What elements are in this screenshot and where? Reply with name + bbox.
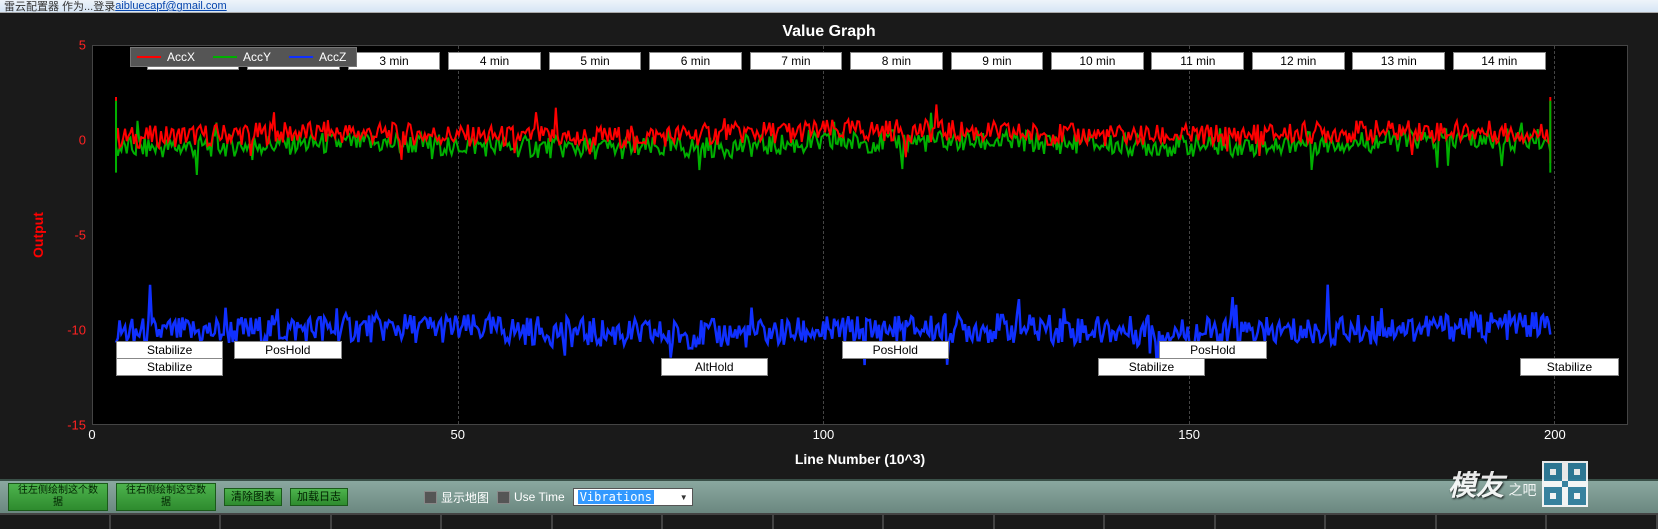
status-strip: [0, 513, 1658, 529]
legend-item[interactable]: AccY: [213, 50, 271, 64]
mode-marker: PosHold: [842, 341, 949, 359]
time-marker: 10 min: [1051, 52, 1144, 70]
x-tick: 150: [1178, 427, 1200, 442]
legend-item[interactable]: AccZ: [289, 50, 346, 64]
status-segment: [663, 515, 774, 529]
show-map-checkbox-wrap[interactable]: 显示地图: [424, 489, 489, 506]
status-segment: [332, 515, 443, 529]
use-time-checkbox[interactable]: [497, 491, 510, 504]
mode-marker: Stabilize: [116, 341, 223, 359]
legend-label: AccX: [167, 50, 195, 64]
mode-marker: Stabilize: [1098, 358, 1205, 376]
status-segment: [442, 515, 553, 529]
bottom-toolbar: 往左侧绘制这个数据往右侧绘制这空数据清除图表加载日志 显示地图 Use Time Vi…: [0, 479, 1658, 513]
time-marker: 3 min: [348, 52, 441, 70]
mode-marker: PosHold: [234, 341, 341, 359]
status-segment: [995, 515, 1106, 529]
use-time-checkbox-wrap[interactable]: Use Time: [497, 490, 565, 504]
status-segment: [1105, 515, 1216, 529]
draw-right-button[interactable]: 往右侧绘制这空数据: [116, 483, 216, 511]
time-marker: 8 min: [850, 52, 943, 70]
load-log-button[interactable]: 加载日志: [290, 488, 348, 506]
legend-label: AccZ: [319, 50, 346, 64]
status-segment: [1437, 515, 1548, 529]
y-tick: -5: [74, 228, 86, 243]
app-window: 雷云配置器 作为...登录 aibluecapf@gmail.com Value…: [0, 0, 1658, 529]
titlebar-email-link[interactable]: aibluecapf@gmail.com: [115, 0, 226, 12]
y-tick: 0: [79, 133, 86, 148]
x-tick: 100: [813, 427, 835, 442]
y-axis-label: Output: [30, 45, 52, 425]
show-map-checkbox[interactable]: [424, 491, 437, 504]
status-segment: [774, 515, 885, 529]
legend: AccX AccY AccZ: [130, 47, 357, 67]
status-segment: [221, 515, 332, 529]
show-map-label: 显示地图: [441, 489, 489, 506]
legend-swatch: [137, 56, 161, 58]
legend-swatch: [289, 56, 313, 58]
chevron-down-icon: ▼: [680, 493, 688, 502]
x-axis-label: Line Number (10^3): [92, 451, 1628, 467]
legend-label: AccY: [243, 50, 271, 64]
time-marker: 4 min: [448, 52, 541, 70]
status-segment: [1326, 515, 1437, 529]
clear-chart-button[interactable]: 清除图表: [224, 488, 282, 506]
x-tick: 50: [450, 427, 464, 442]
time-marker: 14 min: [1453, 52, 1546, 70]
status-segment: [1216, 515, 1327, 529]
time-marker: 12 min: [1252, 52, 1345, 70]
chart-svg: [93, 46, 1627, 424]
x-tick: 200: [1544, 427, 1566, 442]
time-marker: 9 min: [951, 52, 1044, 70]
mode-marker: Stabilize: [116, 358, 223, 376]
chart-title: Value Graph: [30, 23, 1628, 41]
status-segment: [553, 515, 664, 529]
titlebar[interactable]: 雷云配置器 作为...登录 aibluecapf@gmail.com: [0, 0, 1658, 13]
plot-canvas[interactable]: 1 min2 min3 min4 min5 min6 min7 min8 min…: [92, 45, 1628, 425]
status-segment: [0, 515, 111, 529]
x-tick: 0: [88, 427, 95, 442]
legend-swatch: [213, 56, 237, 58]
mode-select-dropdown[interactable]: Vibrations ▼: [573, 488, 693, 506]
x-axis: 050100150200: [92, 425, 1628, 449]
mode-marker: Stabilize: [1520, 358, 1620, 376]
time-marker: 11 min: [1151, 52, 1244, 70]
mode-marker: AltHold: [661, 358, 768, 376]
status-segment: [884, 515, 995, 529]
use-time-label: Use Time: [514, 490, 565, 504]
chart-area: Value Graph AccXAccYAccZ Output 50-5-10-…: [30, 23, 1628, 479]
legend-item[interactable]: AccX: [137, 50, 195, 64]
y-tick: 5: [79, 38, 86, 53]
dropdown-value: Vibrations: [578, 490, 654, 504]
mode-marker: PosHold: [1159, 341, 1266, 359]
y-tick: -15: [67, 418, 86, 433]
time-marker: 7 min: [750, 52, 843, 70]
time-marker: 6 min: [649, 52, 742, 70]
status-segment: [1547, 515, 1658, 529]
time-marker: 13 min: [1352, 52, 1445, 70]
y-tick: -10: [67, 323, 86, 338]
time-marker: 5 min: [549, 52, 642, 70]
status-segment: [111, 515, 222, 529]
y-axis: 50-5-10-15: [52, 45, 92, 425]
titlebar-prefix: 雷云配置器 作为...登录: [4, 0, 115, 14]
draw-left-button[interactable]: 往左侧绘制这个数据: [8, 483, 108, 511]
